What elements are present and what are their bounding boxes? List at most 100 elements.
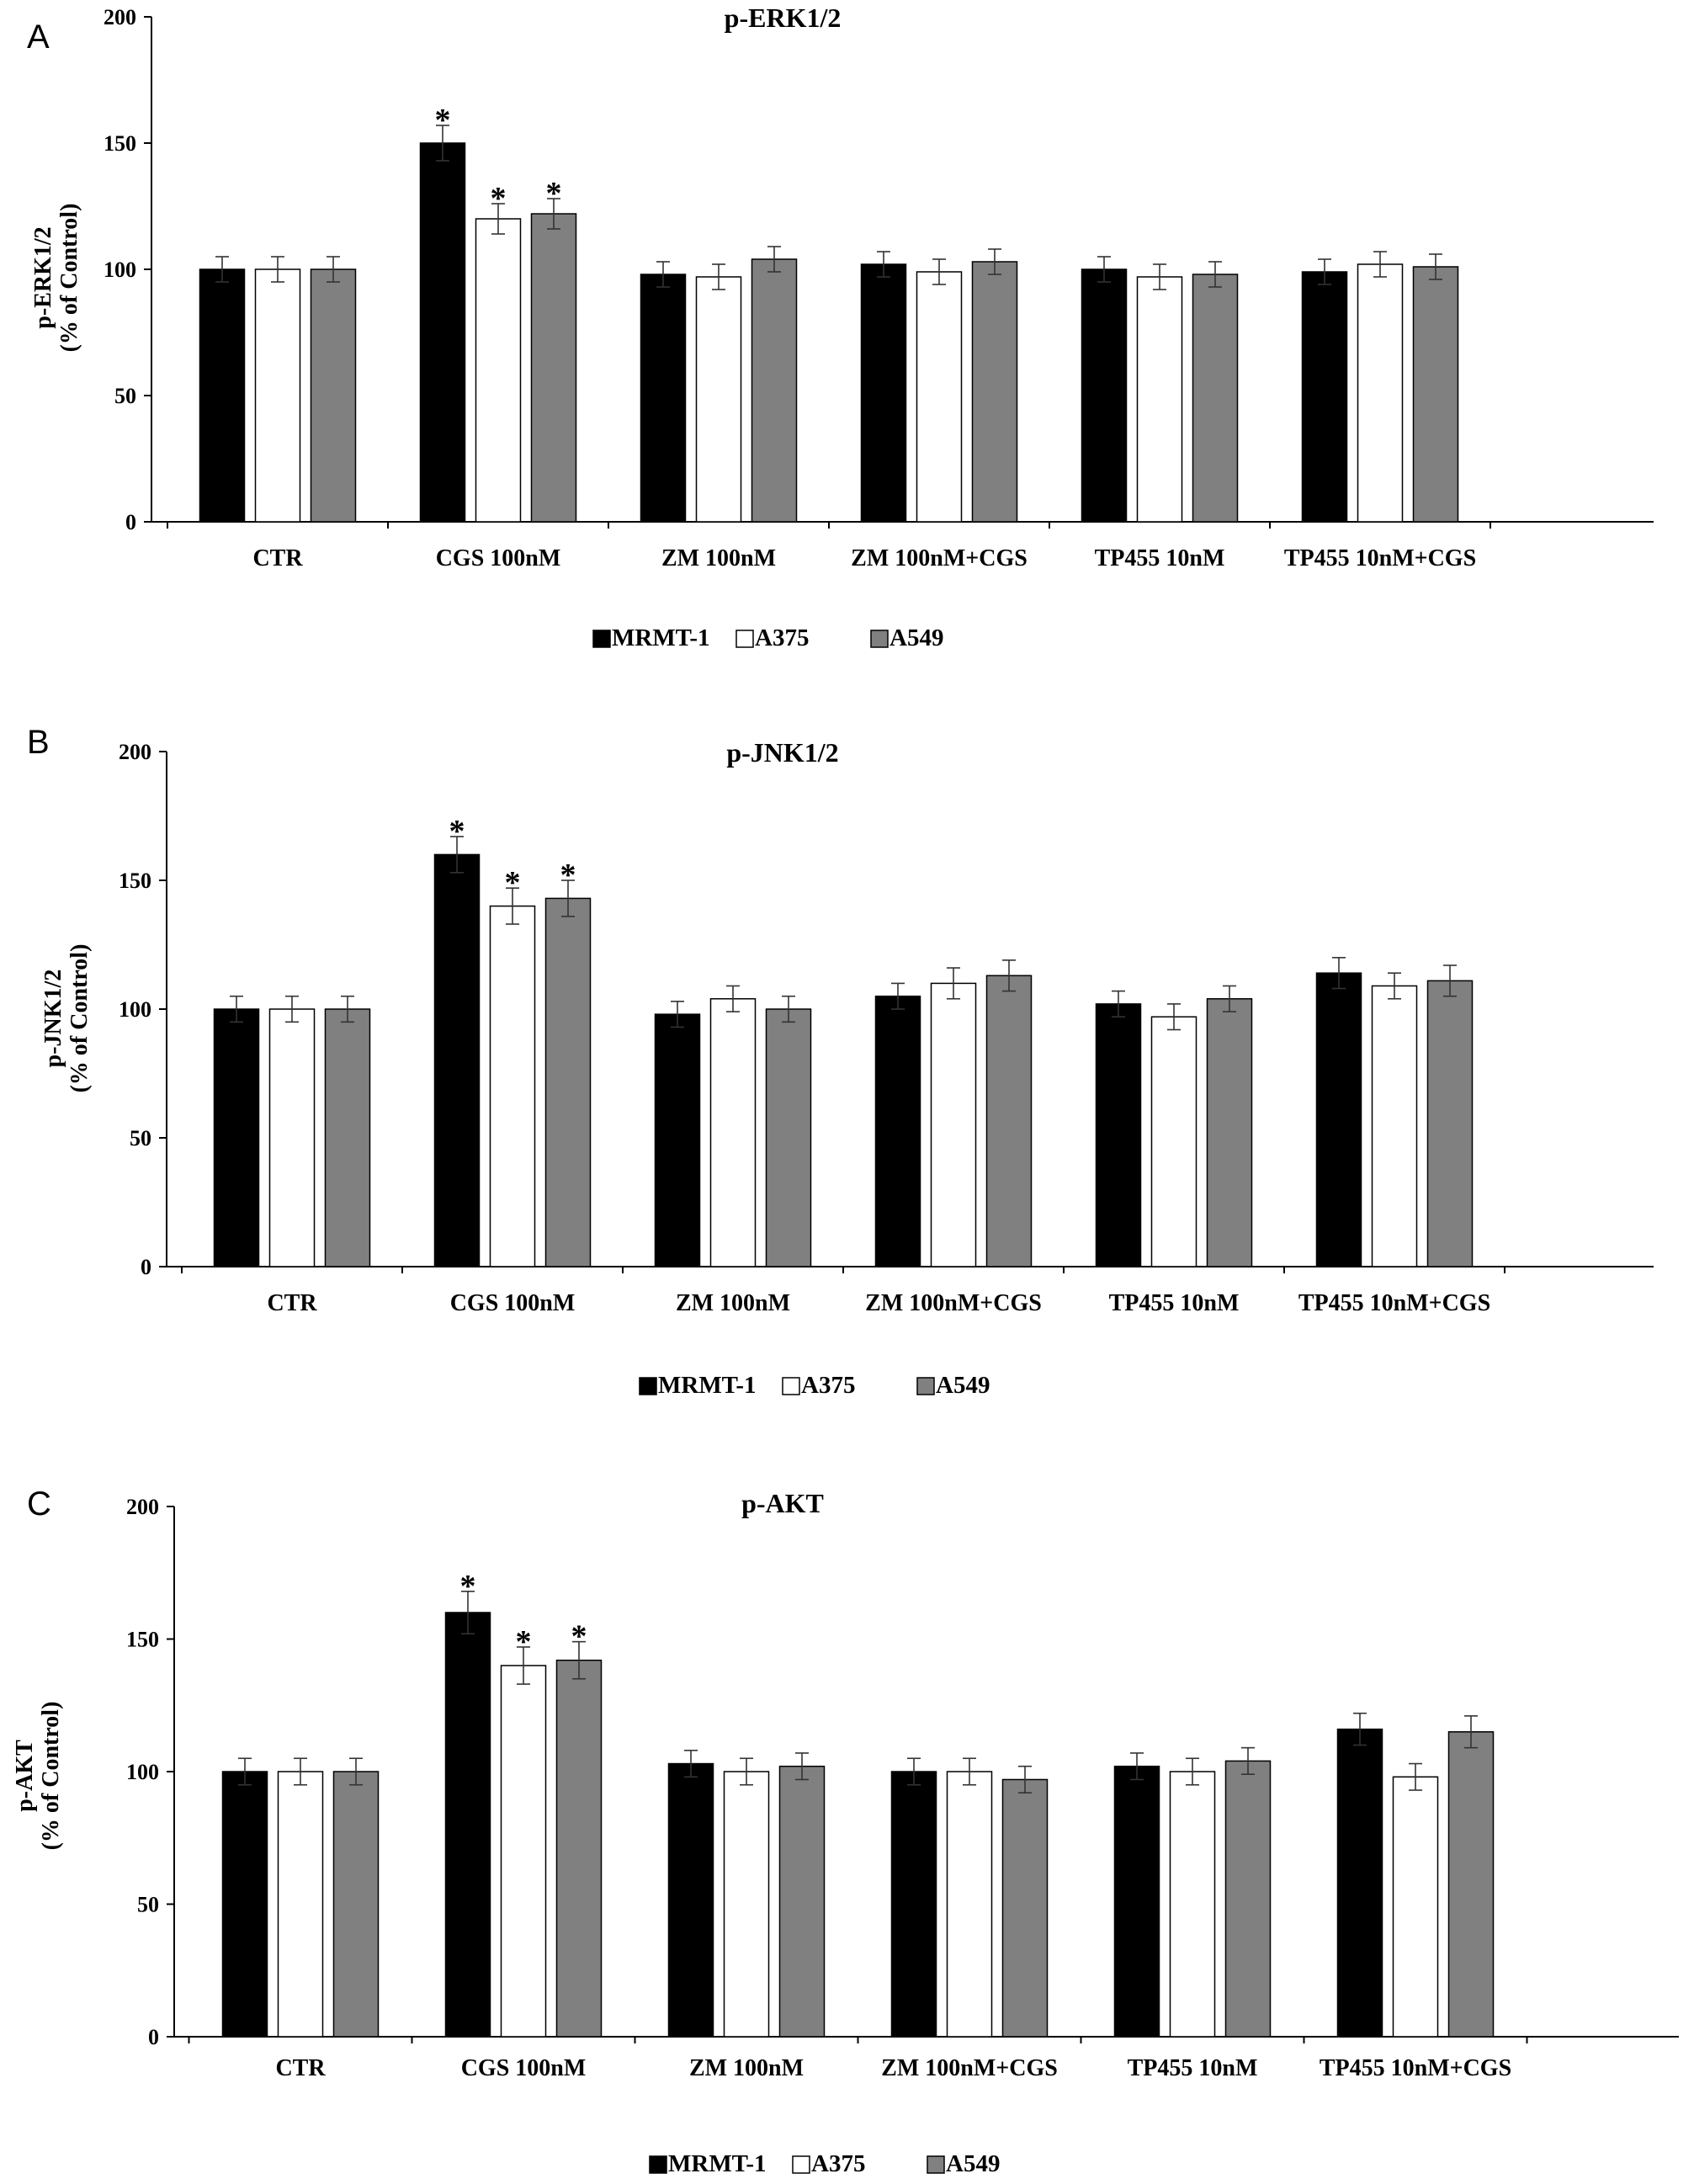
bar-mrmt-1-zm-100nm	[654, 1013, 701, 1267]
panel-c-chart: C p-AKT p-AKT (% of Control) 0 50 100 150 20…	[12, 1485, 1679, 2177]
bar-a375-zm-100nm-cgs	[946, 1771, 993, 2038]
bar-a375-tp455-10nm-cgs	[1371, 985, 1418, 1267]
x-tick-label-ctr: CTR	[275, 2055, 326, 2081]
bar-mrmt-1-tp455-10nm	[1095, 1003, 1142, 1267]
x-tick-label-cgs-100nm: CGS 100nM	[436, 545, 561, 571]
axes: 0 50 100 150 200 CTR CGS 100nM ZM 100nM ZM 100nM…	[126, 1495, 1679, 2081]
y-tick-label: 50	[137, 1893, 159, 1917]
bars: * * *	[213, 814, 1474, 1267]
bar-a375-ctr	[277, 1771, 324, 2038]
bar-a549-tp455-10nm-cgs	[1412, 266, 1459, 523]
legend-label-a375: A375	[811, 2150, 865, 2177]
legend-swatch-a549	[870, 630, 889, 648]
bar-a549-ctr	[332, 1771, 380, 2038]
bar-a375-ctr	[268, 1008, 316, 1267]
panel-b-chart: B p-JNK1/2 p-JNK1/2 (% of Control) 0 50 10…	[27, 724, 1654, 1399]
bar-a375-cgs-100nm	[500, 1665, 547, 2038]
bar-a375-zm-100nm-cgs	[930, 982, 977, 1267]
x-tick-label-tp455-10nm: TP455 10nM	[1095, 545, 1225, 571]
x-tick-label-tp455-10nm-cgs: TP455 10nM+CGS	[1298, 1290, 1490, 1316]
bar-a549-zm-100nm	[751, 258, 798, 523]
legend-swatch-a549	[916, 1377, 935, 1395]
legend-label-a549: A549	[936, 1372, 990, 1399]
significance-star: *	[571, 1619, 587, 1655]
bars: * * *	[199, 103, 1459, 523]
x-tick-label-tp455-10nm-cgs: TP455 10nM+CGS	[1284, 545, 1476, 571]
x-tick-label-ctr: CTR	[267, 1290, 317, 1316]
legend-label-mrmt-1: MRMT-1	[658, 1372, 757, 1399]
y-tick-label: 0	[125, 510, 136, 534]
x-tick-label-cgs-100nm: CGS 100nM	[450, 1290, 576, 1316]
x-tick-label-zm-100nm: ZM 100nM	[676, 1290, 790, 1316]
legend-swatch-mrmt-1	[592, 630, 611, 648]
legend-swatch-a375	[782, 1377, 800, 1395]
bar-a549-tp455-10nm	[1224, 1760, 1272, 2038]
legend-swatch-a375	[735, 630, 754, 648]
legend-label-mrmt-1: MRMT-1	[668, 2150, 767, 2177]
bar-a549-tp455-10nm	[1192, 274, 1239, 523]
y-axis-label-line-2: (% of Control)	[38, 1702, 64, 1851]
bar-a549-cgs-100nm	[544, 897, 592, 1267]
y-tick-label: 0	[148, 2025, 159, 2049]
bars: * * *	[221, 1569, 1495, 2038]
y-tick-label: 200	[119, 740, 151, 764]
bar-mrmt-1-cgs-100nm	[444, 1612, 491, 2038]
bar-a375-tp455-10nm	[1169, 1771, 1216, 2038]
x-tick-label-tp455-10nm: TP455 10nM	[1128, 2055, 1258, 2081]
legend-swatch-mrmt-1	[649, 2155, 667, 2174]
panel-letter-a: A	[27, 19, 50, 56]
y-tick-label: 100	[119, 997, 151, 1022]
panel-letter-b: B	[27, 724, 50, 761]
legend-swatch-a549	[927, 2155, 945, 2174]
x-tick-label-zm-100nm: ZM 100nM	[689, 2055, 804, 2081]
bar-mrmt-1-zm-100nm-cgs	[890, 1771, 937, 2038]
chart-title-p-akt: p-AKT	[741, 1488, 824, 1518]
bar-a549-cgs-100nm	[530, 213, 577, 523]
y-tick-label: 200	[126, 1495, 159, 1519]
bar-mrmt-1-zm-100nm	[640, 274, 687, 523]
y-tick-label: 100	[104, 258, 136, 282]
bar-mrmt-1-ctr	[213, 1008, 260, 1267]
chart-title-p-jnk: p-JNK1/2	[726, 737, 838, 768]
x-tick-label-zm-100nm-cgs: ZM 100nM+CGS	[881, 2055, 1058, 2081]
significance-star: *	[546, 176, 562, 211]
bar-mrmt-1-tp455-10nm-cgs	[1301, 271, 1348, 523]
bar-a549-zm-100nm	[765, 1008, 812, 1267]
legend-label-a549: A549	[946, 2150, 1000, 2177]
bar-a375-tp455-10nm-cgs	[1357, 263, 1404, 523]
y-axis-label-line-1: p-AKT	[12, 1740, 38, 1812]
bar-a549-ctr	[310, 268, 357, 523]
axes: 0 50 100 150 200 CTR CGS 100nM ZM 100nM ZM 100nM…	[119, 740, 1654, 1316]
x-tick-label-zm-100nm: ZM 100nM	[661, 545, 776, 571]
legend-label-a375: A375	[801, 1372, 855, 1399]
legend-swatch-a375	[792, 2155, 810, 2174]
y-axis-label-line-2: (% of Control)	[66, 944, 93, 1093]
panel-letter-c: C	[27, 1485, 51, 1522]
legend: MRMT-1 A375 A549	[592, 624, 943, 651]
chart-title-p-erk: p-ERK1/2	[725, 3, 842, 33]
x-tick-label-cgs-100nm: CGS 100nM	[461, 2055, 587, 2081]
x-tick-label-zm-100nm-cgs: ZM 100nM+CGS	[851, 545, 1028, 571]
bar-mrmt-1-ctr	[199, 268, 246, 523]
bar-mrmt-1-zm-100nm-cgs	[874, 995, 921, 1267]
y-tick-label: 100	[126, 1760, 159, 1784]
bar-a549-zm-100nm	[778, 1765, 826, 2038]
bar-a549-ctr	[324, 1008, 371, 1267]
legend: MRMT-1 A375 A549	[649, 2150, 1000, 2177]
x-tick-label-tp455-10nm: TP455 10nM	[1109, 1290, 1240, 1316]
legend: MRMT-1 A375 A549	[639, 1372, 990, 1399]
bar-a375-cgs-100nm	[489, 905, 536, 1267]
bar-mrmt-1-ctr	[221, 1771, 268, 2038]
legend-swatch-mrmt-1	[639, 1377, 657, 1395]
y-tick-label: 200	[104, 5, 136, 29]
significance-star: *	[460, 1569, 476, 1604]
significance-star: *	[449, 814, 465, 849]
bar-a375-zm-100nm	[695, 276, 742, 523]
bar-a549-tp455-10nm	[1206, 998, 1253, 1267]
bar-mrmt-1-cgs-100nm	[433, 853, 481, 1267]
bar-mrmt-1-cgs-100nm	[419, 142, 466, 523]
significance-star: *	[560, 858, 576, 893]
x-tick-label-tp455-10nm-cgs: TP455 10nM+CGS	[1320, 2055, 1511, 2081]
bar-a549-zm-100nm-cgs	[1001, 1778, 1049, 2038]
